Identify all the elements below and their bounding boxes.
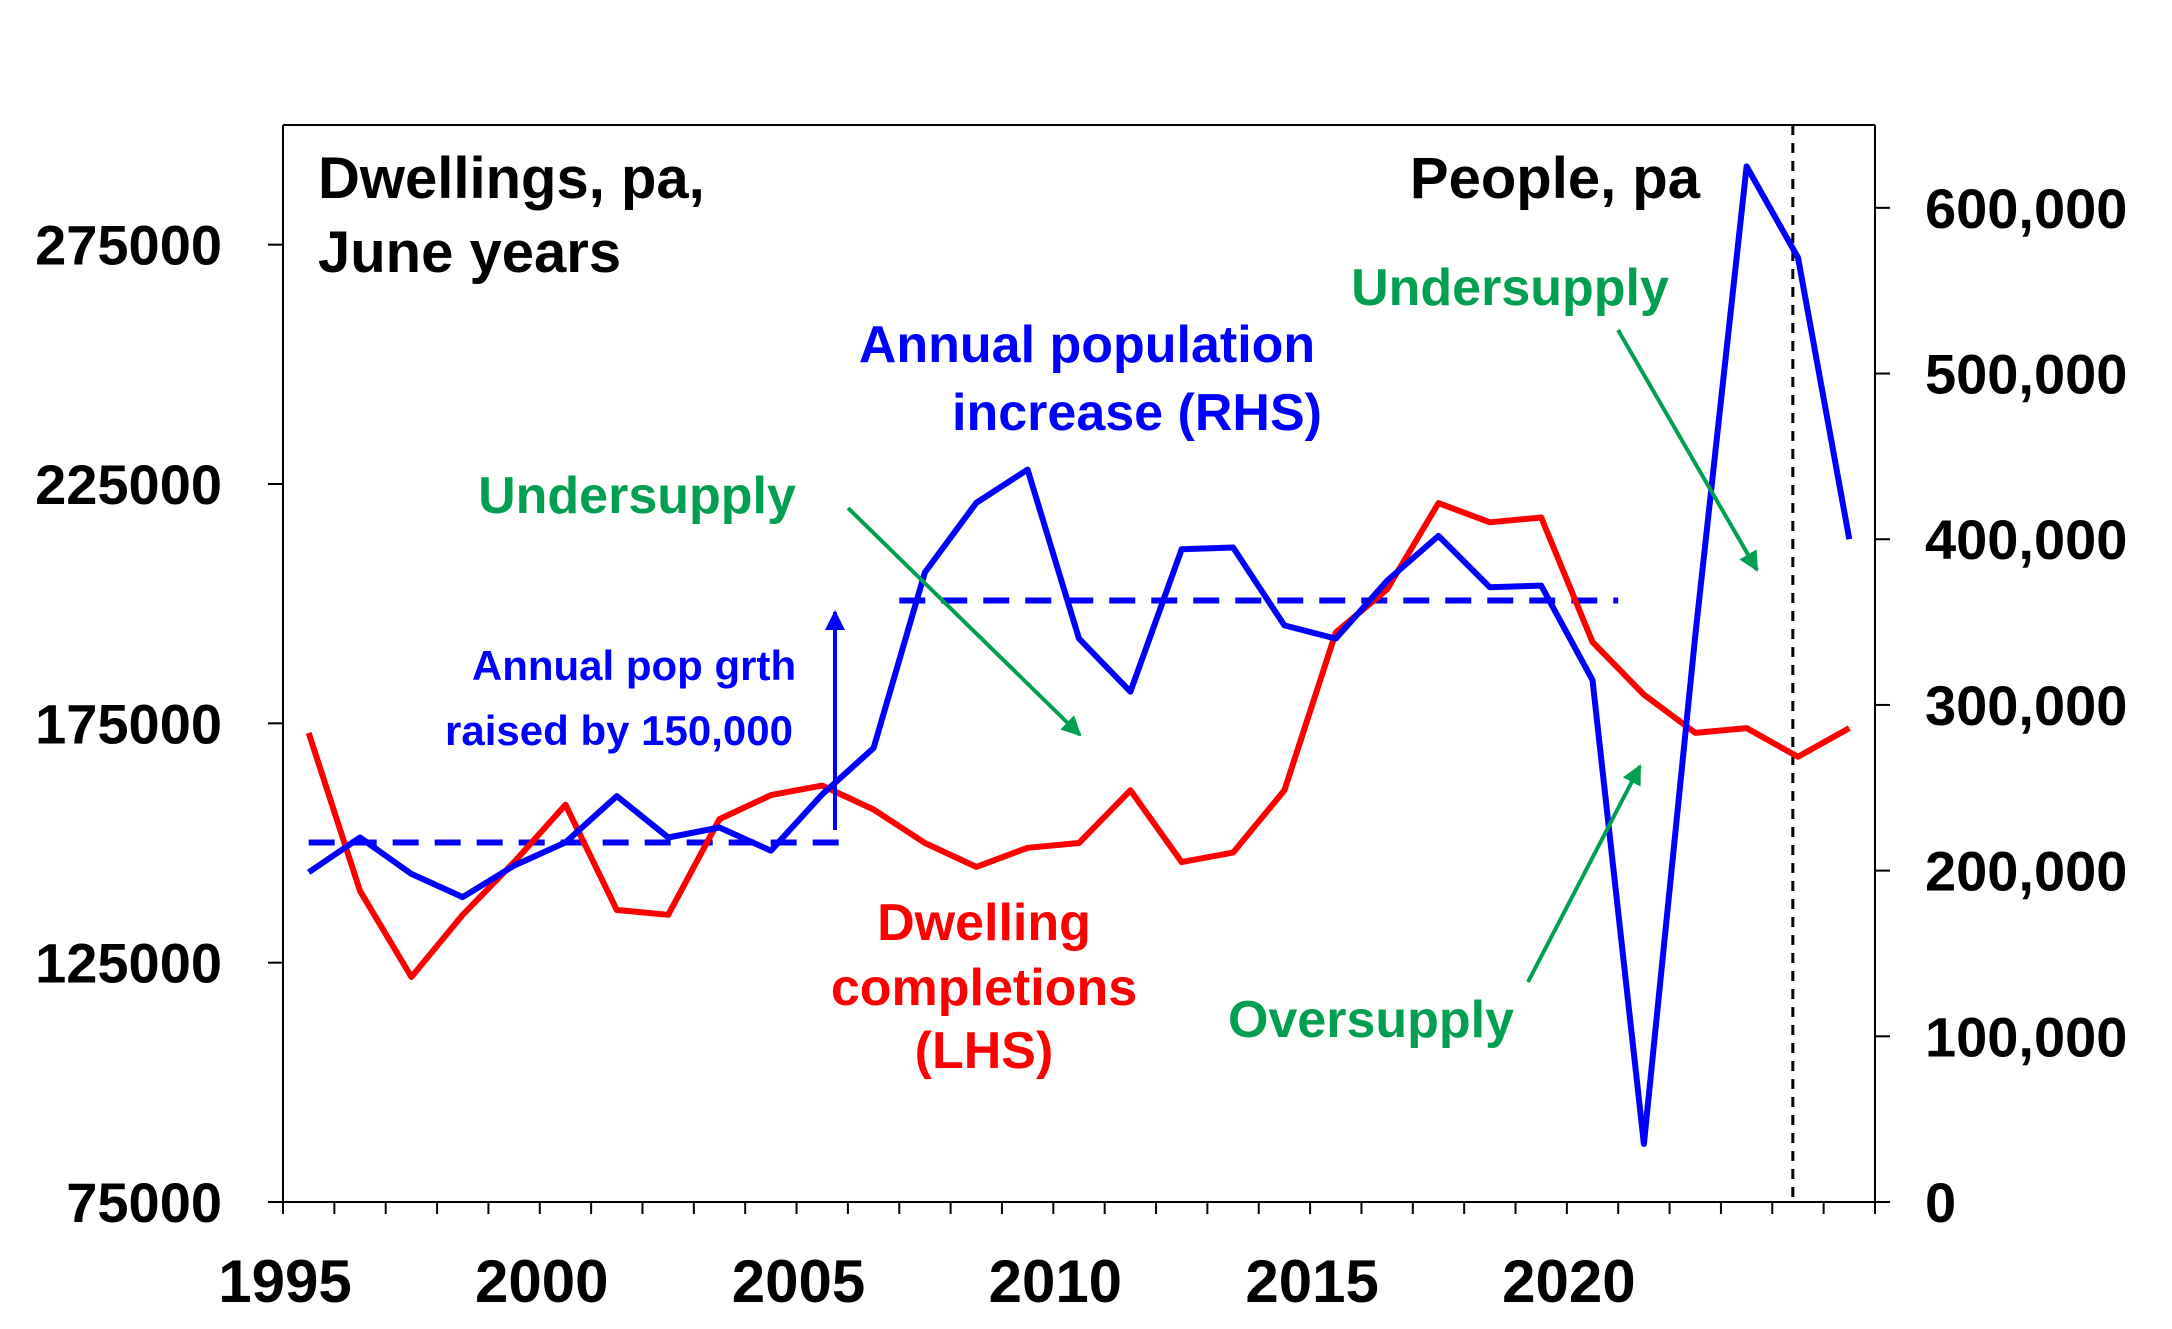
x-tick-label: 2015 [1245, 1248, 1378, 1315]
oversupply-arrow [1526, 764, 1642, 983]
undersupply-label-2: Undersupply [1351, 259, 1669, 317]
population-increase-line [307, 163, 1853, 1147]
left-tick-label: 125000 [35, 932, 222, 995]
right-tick-label: 500,000 [1925, 343, 2127, 406]
left-title-line-1: Dwellings, pa, [318, 146, 705, 211]
dwelling-label-line-1: Dwelling [877, 894, 1091, 952]
undersupply-arrow-1 [846, 506, 1082, 737]
population-label-line-2: increase (RHS) [952, 384, 1322, 442]
undersupply-arrow-2 [1616, 328, 1759, 572]
x-tick-label: 2010 [989, 1248, 1122, 1315]
x-axis-ticks: 1995 2000 2005 2010 2015 2020 [218, 1202, 1876, 1315]
x-tick-label: 1995 [218, 1248, 351, 1315]
dwelling-label-line-3: (LHS) [915, 1022, 1054, 1080]
reference-lines [308, 597, 1619, 846]
left-title-line-2: June years [318, 220, 621, 285]
x-tick-label: 2000 [475, 1248, 608, 1315]
x-tick-label: 2020 [1502, 1248, 1635, 1315]
right-tick-label: 200,000 [1925, 840, 2127, 903]
right-tick-label: 600,000 [1925, 177, 2127, 240]
left-y-axis-ticks: 75000 125000 175000 225000 275000 [35, 214, 283, 1234]
x-tick-label: 2005 [732, 1248, 865, 1315]
right-tick-label: 0 [1925, 1171, 1956, 1234]
population-label-line-1: Annual population [859, 316, 1315, 374]
pop-growth-note-line-1: Annual pop grth [472, 642, 796, 689]
undersupply-label-1: Undersupply [478, 467, 796, 525]
left-tick-label: 225000 [35, 453, 222, 516]
right-tick-label: 300,000 [1925, 674, 2127, 737]
left-tick-label: 275000 [35, 214, 222, 277]
dwelling-label-line-2: completions [831, 959, 1137, 1017]
oversupply-label: Oversupply [1228, 991, 1514, 1049]
left-tick-label: 75000 [66, 1171, 222, 1234]
right-title: People, pa [1410, 146, 1701, 211]
right-tick-label: 100,000 [1925, 1005, 2127, 1068]
right-tick-label: 400,000 [1925, 508, 2127, 571]
pop-growth-note-line-2: raised by 150,000 [445, 707, 793, 754]
dwelling-completions-line [305, 500, 1851, 980]
left-tick-label: 175000 [35, 692, 222, 755]
right-y-axis-ticks: 0 100,000 200,000 300,000 400,000 500,000 600,… [1875, 177, 2127, 1234]
